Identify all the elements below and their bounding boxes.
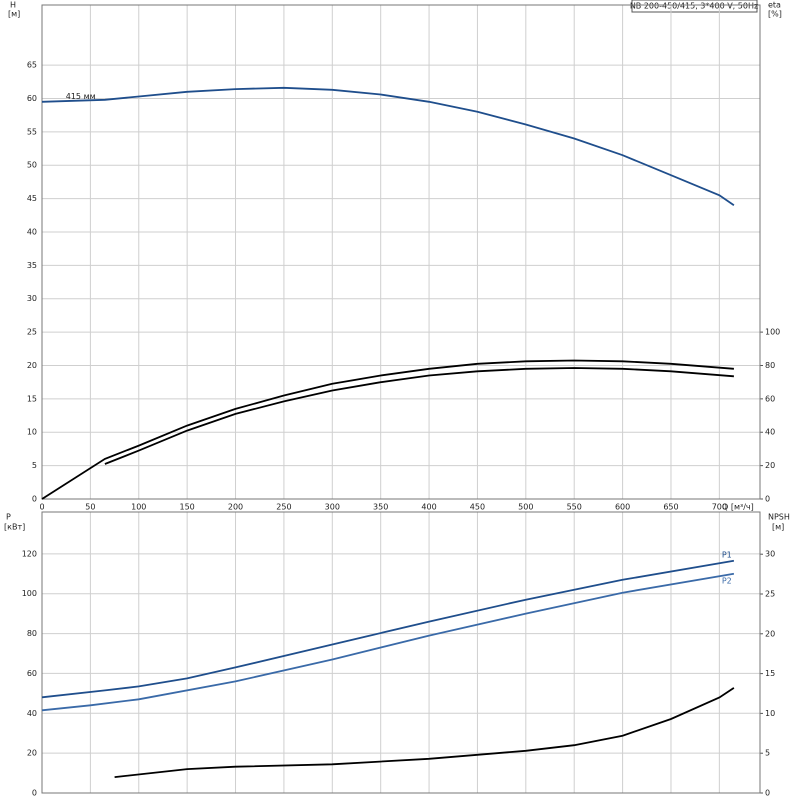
y2-unit: [%] <box>768 10 782 19</box>
y2-label: NPSH <box>768 513 790 522</box>
curve <box>114 687 735 778</box>
x-tick-label: 50 <box>85 503 95 512</box>
x-tick-label: 0 <box>39 503 44 512</box>
y-label: H <box>10 1 16 10</box>
y-tick-label: 60 <box>27 94 37 103</box>
y-tick-label: 55 <box>27 127 37 136</box>
y-label: P <box>6 513 11 522</box>
x-tick-label: 600 <box>615 503 630 512</box>
y2-tick-label: 30 <box>765 550 775 559</box>
curve <box>41 572 735 712</box>
y2-tick-label: 20 <box>765 629 775 638</box>
x-tick-label: 650 <box>663 503 678 512</box>
y-tick-label: 0 <box>32 495 37 504</box>
x-tick-label: 700 <box>712 503 727 512</box>
annotation: 415 мм <box>66 92 96 101</box>
y2-tick-label: 25 <box>765 589 775 598</box>
y-tick-label: 80 <box>27 629 37 638</box>
y-tick-label: 120 <box>22 549 37 558</box>
y2-tick-label: 100 <box>765 328 780 337</box>
curve <box>41 86 735 207</box>
curve <box>41 359 734 500</box>
y-tick-label: 50 <box>27 161 37 170</box>
y-tick-label: 35 <box>27 261 37 270</box>
series-label: P2 <box>722 576 732 585</box>
y-tick-label: 20 <box>27 749 37 758</box>
y2-tick-label: 15 <box>765 669 775 678</box>
y-tick-label: 15 <box>27 394 37 403</box>
y2-tick-label: 10 <box>765 709 775 718</box>
x-tick-label: 450 <box>470 503 485 512</box>
y-tick-label: 20 <box>27 361 37 370</box>
x-tick-label: 300 <box>325 503 340 512</box>
x-tick-label: 250 <box>276 503 291 512</box>
y2-tick-label: 5 <box>765 749 770 758</box>
y-tick-label: 60 <box>27 669 37 678</box>
y-tick-label: 45 <box>27 194 37 203</box>
x-tick-label: 150 <box>180 503 195 512</box>
y-tick-label: 65 <box>27 61 37 70</box>
y2-tick-label: 80 <box>765 361 775 370</box>
x-label: Q [м³/ч] <box>722 503 754 512</box>
x-tick-label: 350 <box>373 503 388 512</box>
y-unit: [м] <box>8 10 20 19</box>
y2-tick-label: 40 <box>765 428 775 437</box>
curve <box>104 367 734 465</box>
x-tick-label: 550 <box>567 503 582 512</box>
x-tick-label: 400 <box>421 503 436 512</box>
x-tick-label: 500 <box>518 503 533 512</box>
y2-tick-label: 0 <box>765 789 770 798</box>
y2-label: eta <box>768 1 781 10</box>
y2-tick-label: 0 <box>765 495 770 504</box>
y-tick-label: 25 <box>27 328 37 337</box>
chart-title: NB 200-450/415, 3*400 V, 50Hz <box>630 2 758 11</box>
y2-unit: [м] <box>772 523 784 532</box>
y2-tick-label: 20 <box>765 461 775 470</box>
y2-tick-label: 60 <box>765 394 775 403</box>
title-box <box>631 0 758 13</box>
y-tick-label: 10 <box>27 428 37 437</box>
y-unit: [кВт] <box>4 523 25 532</box>
plot-frame <box>41 511 761 794</box>
plot-frame <box>41 4 761 500</box>
y-tick-label: 0 <box>32 789 37 798</box>
curve <box>41 559 735 699</box>
y-tick-label: 30 <box>27 294 37 303</box>
x-tick-label: 100 <box>131 503 146 512</box>
y-tick-label: 40 <box>27 709 37 718</box>
y-tick-label: 100 <box>22 589 37 598</box>
series-label: P1 <box>722 550 732 559</box>
y-tick-label: 5 <box>32 461 37 470</box>
x-tick-label: 200 <box>228 503 243 512</box>
y-tick-label: 40 <box>27 227 37 236</box>
